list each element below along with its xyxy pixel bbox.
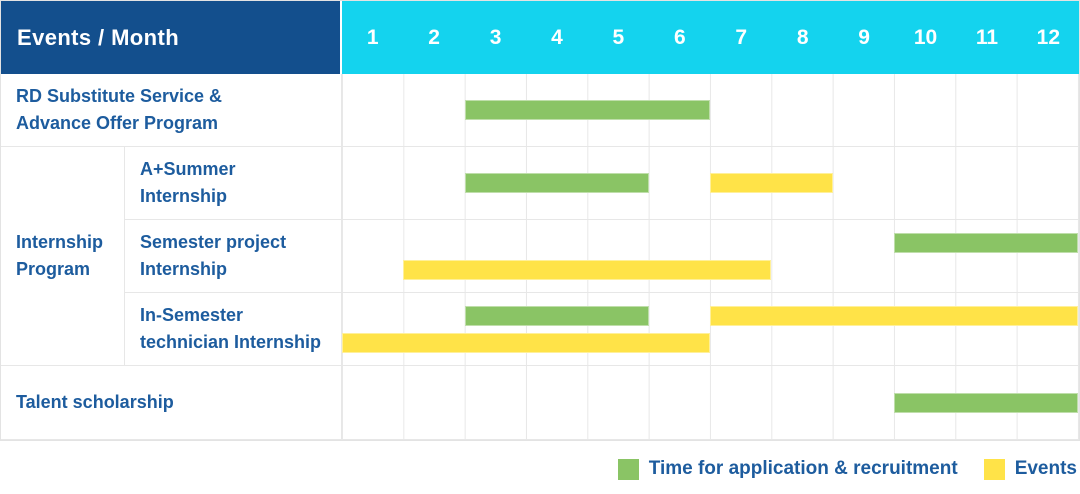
row-label-a-plus-summer: A+Summer Internship xyxy=(125,147,342,220)
event-bar xyxy=(710,305,1078,326)
application-recruitment-bar xyxy=(464,173,649,193)
row-chart-talent-scholarship xyxy=(342,366,1079,440)
application-recruitment-bar xyxy=(464,100,710,120)
month-label: 1 xyxy=(366,25,379,49)
month-label: 5 xyxy=(612,25,625,49)
row-chart-semester-project xyxy=(342,220,1079,293)
bar-line xyxy=(342,173,1078,193)
corner-header: Events / Month xyxy=(1,1,342,74)
month-header-row: 1 2 3 4 5 6 7 8 9 10 11 12 xyxy=(342,1,1079,74)
gantt-table: Events / Month 1 2 3 4 5 6 7 8 9 10 11 1… xyxy=(0,0,1080,441)
row-chart-rd-substitute xyxy=(342,74,1079,147)
bar-line xyxy=(342,392,1078,413)
application-recruitment-bar xyxy=(894,392,1078,413)
corner-header-label: Events / Month xyxy=(17,24,180,50)
bar-line xyxy=(342,100,1078,120)
group-label-internship-program: Internship Program xyxy=(1,147,125,366)
row-label-semester-project: Semester project Internship xyxy=(125,220,342,293)
month-label: 6 xyxy=(673,25,686,49)
bar-line xyxy=(342,259,1078,280)
green-swatch-icon xyxy=(617,458,639,480)
month-label: 2 xyxy=(428,25,440,49)
bar-line xyxy=(342,332,1078,353)
legend-item-events: Events xyxy=(983,458,1077,480)
month-label: 10 xyxy=(913,25,938,49)
row-label-talent-scholarship: Talent scholarship xyxy=(1,366,342,440)
event-bar xyxy=(710,173,833,193)
month-label: 9 xyxy=(858,25,870,49)
month-label: 3 xyxy=(489,25,502,49)
event-bar xyxy=(342,332,710,353)
row-chart-in-semester-technician xyxy=(342,293,1079,366)
month-label: 8 xyxy=(796,25,809,49)
application-recruitment-bar xyxy=(894,232,1078,253)
month-label: 11 xyxy=(975,25,999,49)
legend: Time for application & recruitment Event… xyxy=(0,458,1080,480)
legend-item-application: Time for application & recruitment xyxy=(617,458,958,480)
row-label-in-semester-technician: In-Semester technician Internship xyxy=(125,293,342,366)
row-label-rd-substitute: RD Substitute Service & Advance Offer Pr… xyxy=(1,74,342,147)
month-label: 4 xyxy=(551,25,563,49)
month-label: 12 xyxy=(1036,25,1061,49)
application-recruitment-bar xyxy=(464,305,649,326)
legend-label-events: Events xyxy=(1014,458,1077,479)
bar-line xyxy=(342,232,1078,253)
month-label: 7 xyxy=(735,25,748,49)
row-chart-a-plus-summer xyxy=(342,147,1079,220)
event-bar xyxy=(403,259,772,280)
legend-label-application: Time for application & recruitment xyxy=(648,458,958,479)
yellow-swatch-icon xyxy=(983,458,1005,480)
bar-line xyxy=(342,305,1078,326)
